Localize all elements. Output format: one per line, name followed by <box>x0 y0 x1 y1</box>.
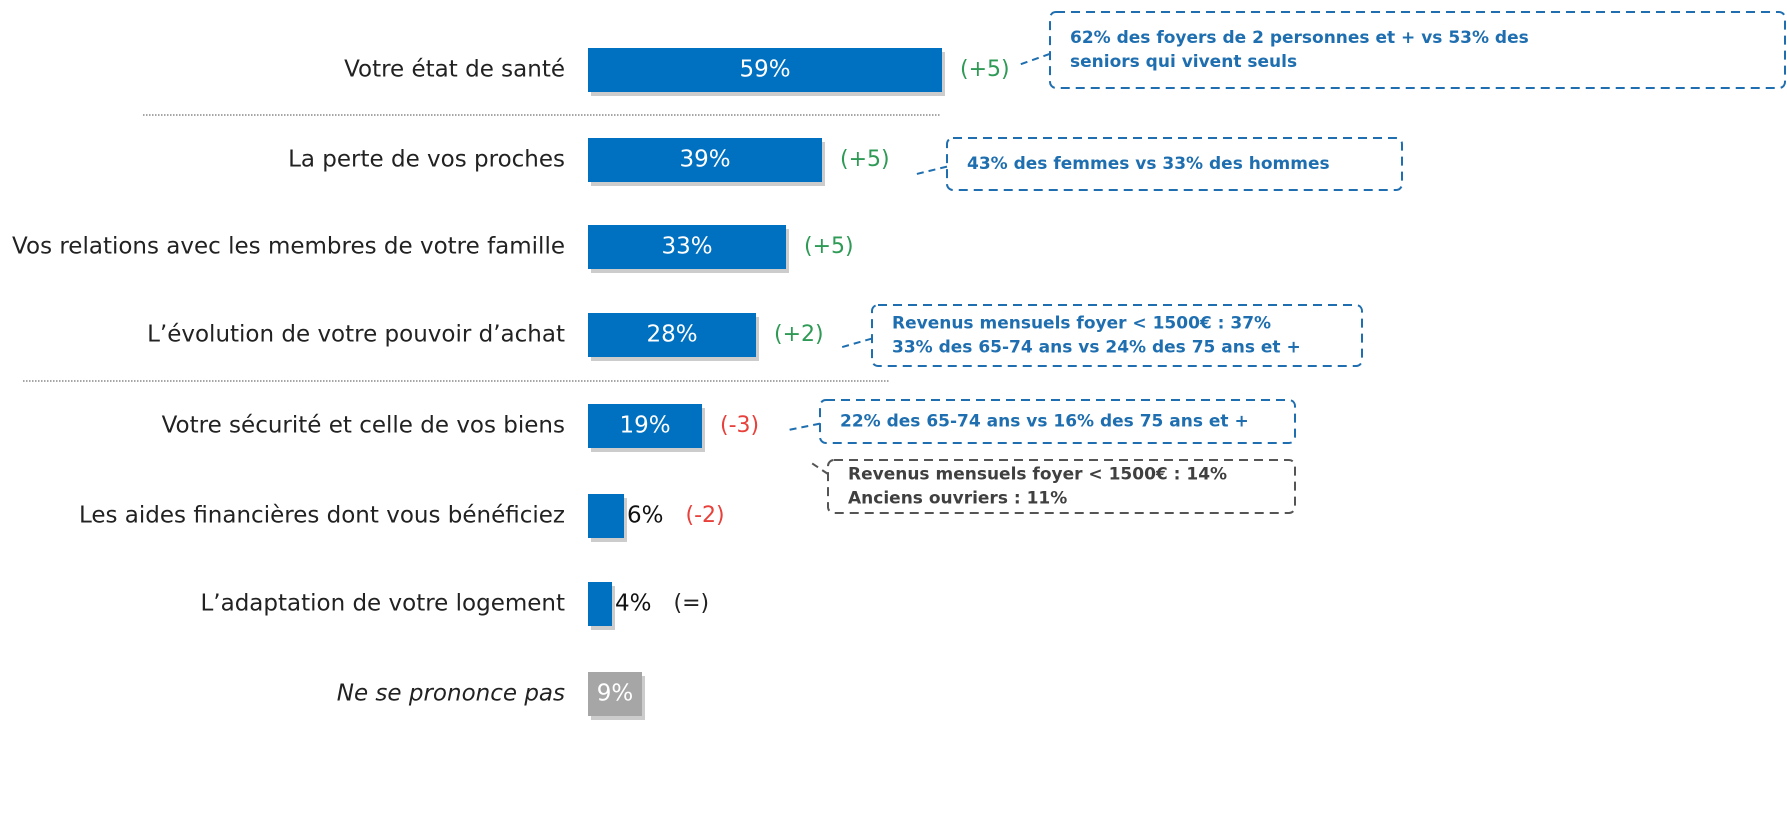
callout-text: 43% des femmes vs 33% des hommes <box>967 154 1330 174</box>
value-label: 59% <box>739 57 790 83</box>
category-label: Votre sécurité et celle de vos biens <box>162 413 565 439</box>
callout-text: 62% des foyers de 2 personnes et + vs 53… <box>1070 28 1529 48</box>
callout-tail <box>809 461 829 475</box>
callout-text: Revenus mensuels foyer < 1500€ : 37% <box>892 314 1271 334</box>
bar <box>588 48 942 92</box>
callout-text: 22% des 65-74 ans vs 16% des 75 ans et + <box>840 412 1249 432</box>
category-label: L’adaptation de votre logement <box>200 591 565 617</box>
value-label: 4% <box>615 591 652 617</box>
callout-box <box>827 459 1296 514</box>
callout-tail <box>1017 52 1051 67</box>
callout-tail <box>787 422 821 432</box>
callout-text: seniors qui vivent seuls <box>1070 52 1297 72</box>
category-label: Vos relations avec les membres de votre … <box>12 234 565 260</box>
change-label: (-2) <box>686 503 725 528</box>
bar <box>588 494 624 538</box>
change-label: (-3) <box>720 413 759 438</box>
change-label: (+2) <box>774 322 824 347</box>
bar <box>588 582 612 626</box>
value-label: 9% <box>597 681 634 707</box>
change-label: (+5) <box>804 234 854 259</box>
value-label: 19% <box>619 413 670 439</box>
change-label: (+5) <box>840 147 890 172</box>
callout-box <box>946 137 1403 191</box>
category-label: Les aides financières dont vous bénéfici… <box>79 503 565 529</box>
callout-text: Anciens ouvriers : 11% <box>848 489 1067 509</box>
bar <box>588 225 786 269</box>
change-label: (=) <box>674 591 710 616</box>
callout-box <box>871 304 1363 367</box>
bar <box>588 672 642 716</box>
value-label: 33% <box>661 234 712 260</box>
callout-box <box>819 399 1296 444</box>
callout-text: 33% des 65-74 ans vs 24% des 75 ans et + <box>892 338 1301 358</box>
bar <box>588 313 756 357</box>
bar <box>588 138 822 182</box>
change-label: (+5) <box>960 57 1010 82</box>
category-label: Ne se prononce pas <box>337 681 565 707</box>
category-label: La perte de vos proches <box>288 147 565 173</box>
category-label: L’évolution de votre pouvoir d’achat <box>147 322 565 348</box>
category-label: Votre état de santé <box>344 57 565 83</box>
callout-tail <box>839 337 873 349</box>
callout-tail <box>914 165 948 176</box>
value-label: 39% <box>679 147 730 173</box>
bar <box>588 404 702 448</box>
callout-text: Revenus mensuels foyer < 1500€ : 14% <box>848 465 1227 485</box>
value-label: 6% <box>627 503 664 529</box>
callout-box <box>1049 11 1786 89</box>
value-label: 28% <box>646 322 697 348</box>
